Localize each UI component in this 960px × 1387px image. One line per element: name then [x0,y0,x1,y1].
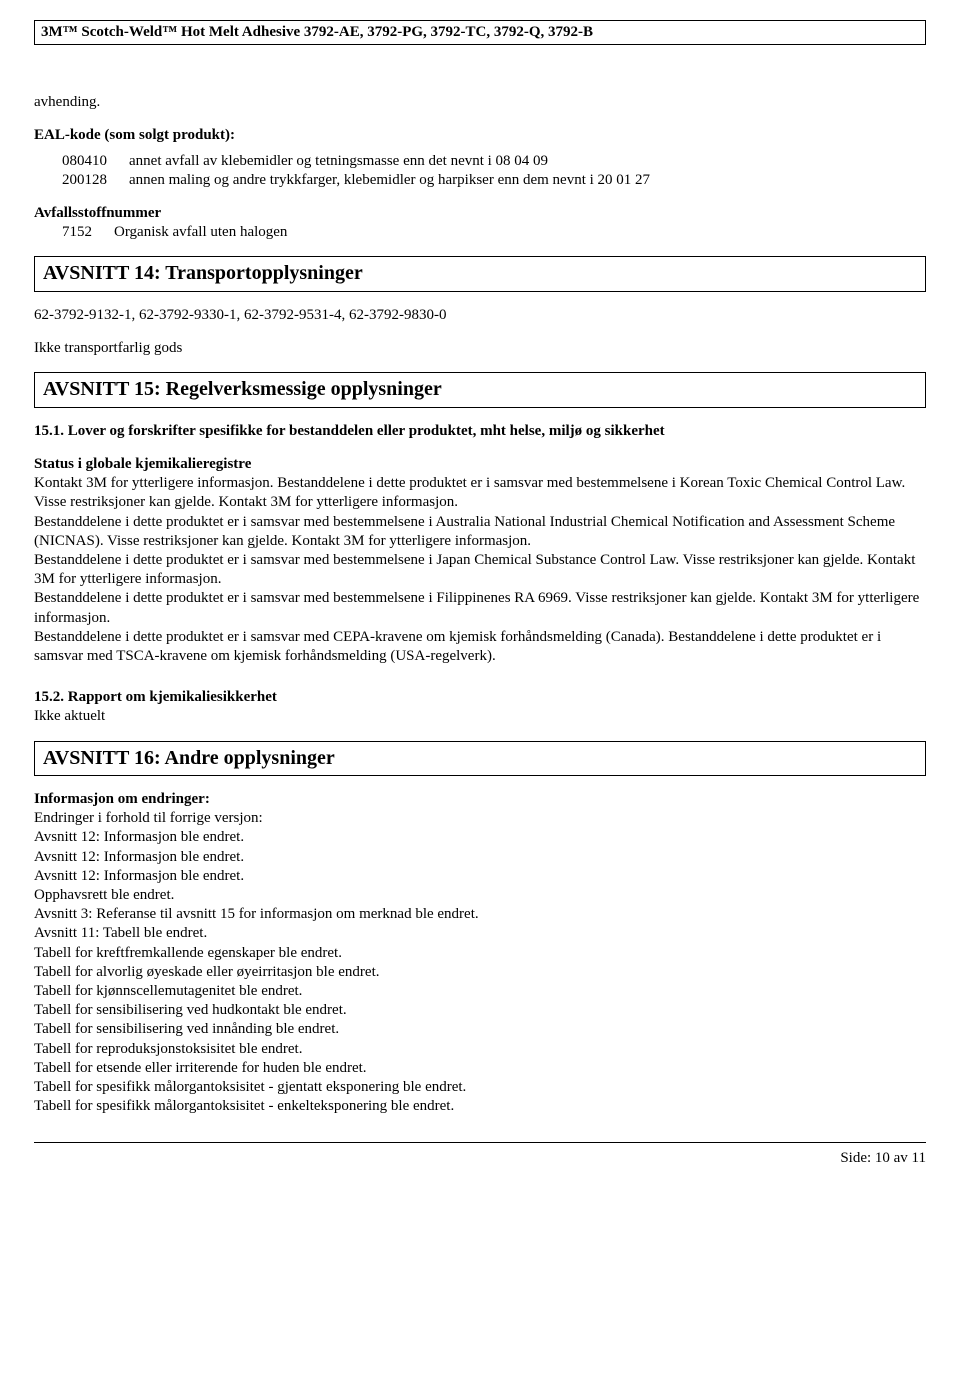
list-item: Opphavsrett ble endret. [34,886,926,905]
list-item: Avsnitt 3: Referanse til avsnitt 15 for … [34,905,926,924]
list-item: Endringer i forhold til forrige versjon: [34,809,926,828]
list-item: Avsnitt 12: Informasjon ble endret. [34,848,926,867]
waste-number-table: 7152 Organisk avfall uten halogen [34,223,309,242]
list-item: Tabell for sensibilisering ved hudkontak… [34,1001,926,1020]
section-16-title: AVSNITT 16: Andre opplysninger [34,741,926,777]
eal-code-table: 080410 annet avfall av klebemidler og te… [34,152,672,190]
intro-paragraph: avhending. [34,93,926,112]
global-registers-body: Kontakt 3M for ytterligere informasjon. … [34,475,919,664]
transport-ids: 62-3792-9132-1, 62-3792-9330-1, 62-3792-… [34,306,926,325]
list-item: Tabell for reproduksjonstoksisitet ble e… [34,1040,926,1059]
list-item: Tabell for kjønnscellemutagenitet ble en… [34,982,926,1001]
list-item: Tabell for spesifikk målorgantoksisitet … [34,1097,926,1116]
global-registers-block: Status i globale kjemikalieregistre Kont… [34,455,926,666]
list-item: Tabell for sensibilisering ved innånding… [34,1020,926,1039]
document-header: 3M™ Scotch-Weld™ Hot Melt Adhesive 3792-… [34,20,926,45]
list-item: Tabell for alvorlig øyeskade eller øyeir… [34,963,926,982]
global-registers-label: Status i globale kjemikalieregistre [34,456,251,472]
footer-divider [34,1142,926,1143]
list-item: Avsnitt 12: Informasjon ble endret. [34,867,926,886]
eal-desc: annen maling og andre trykkfarger, klebe… [129,171,672,190]
section-15-1-heading: 15.1. Lover og forskrifter spesifikke fo… [34,422,926,441]
page-footer: Side: 10 av 11 [34,1149,926,1168]
section-15-2-heading: 15.2. Rapport om kjemikaliesikkerhet [34,689,277,705]
eal-desc: annet avfall av klebemidler og tetningsm… [129,152,672,171]
not-dangerous-goods: Ikke transportfarlig gods [34,339,926,358]
table-row: 200128 annen maling og andre trykkfarger… [34,171,672,190]
section-15-title: AVSNITT 15: Regelverksmessige opplysning… [34,372,926,408]
list-item: Tabell for etsende eller irriterende for… [34,1059,926,1078]
eal-label: EAL-kode (som solgt produkt): [34,126,926,145]
changes-list: Endringer i forhold til forrige versjon:… [34,809,926,1116]
table-row: 080410 annet avfall av klebemidler og te… [34,152,672,171]
eal-code: 200128 [34,171,129,190]
waste-number-label: Avfallsstoffnummer [34,204,926,223]
waste-desc: Organisk avfall uten halogen [114,223,309,242]
list-item: Tabell for kreftfremkallende egenskaper … [34,944,926,963]
list-item: Avsnitt 12: Informasjon ble endret. [34,828,926,847]
section-15-2-body: Ikke aktuelt [34,708,105,724]
list-item: Avsnitt 11: Tabell ble endret. [34,924,926,943]
changes-info-label: Informasjon om endringer: [34,790,926,809]
section-15-2-block: 15.2. Rapport om kjemikaliesikkerhet Ikk… [34,688,926,726]
section-14-title: AVSNITT 14: Transportopplysninger [34,256,926,292]
table-row: 7152 Organisk avfall uten halogen [34,223,309,242]
list-item: Tabell for spesifikk målorgantoksisitet … [34,1078,926,1097]
waste-code: 7152 [34,223,114,242]
eal-code: 080410 [34,152,129,171]
